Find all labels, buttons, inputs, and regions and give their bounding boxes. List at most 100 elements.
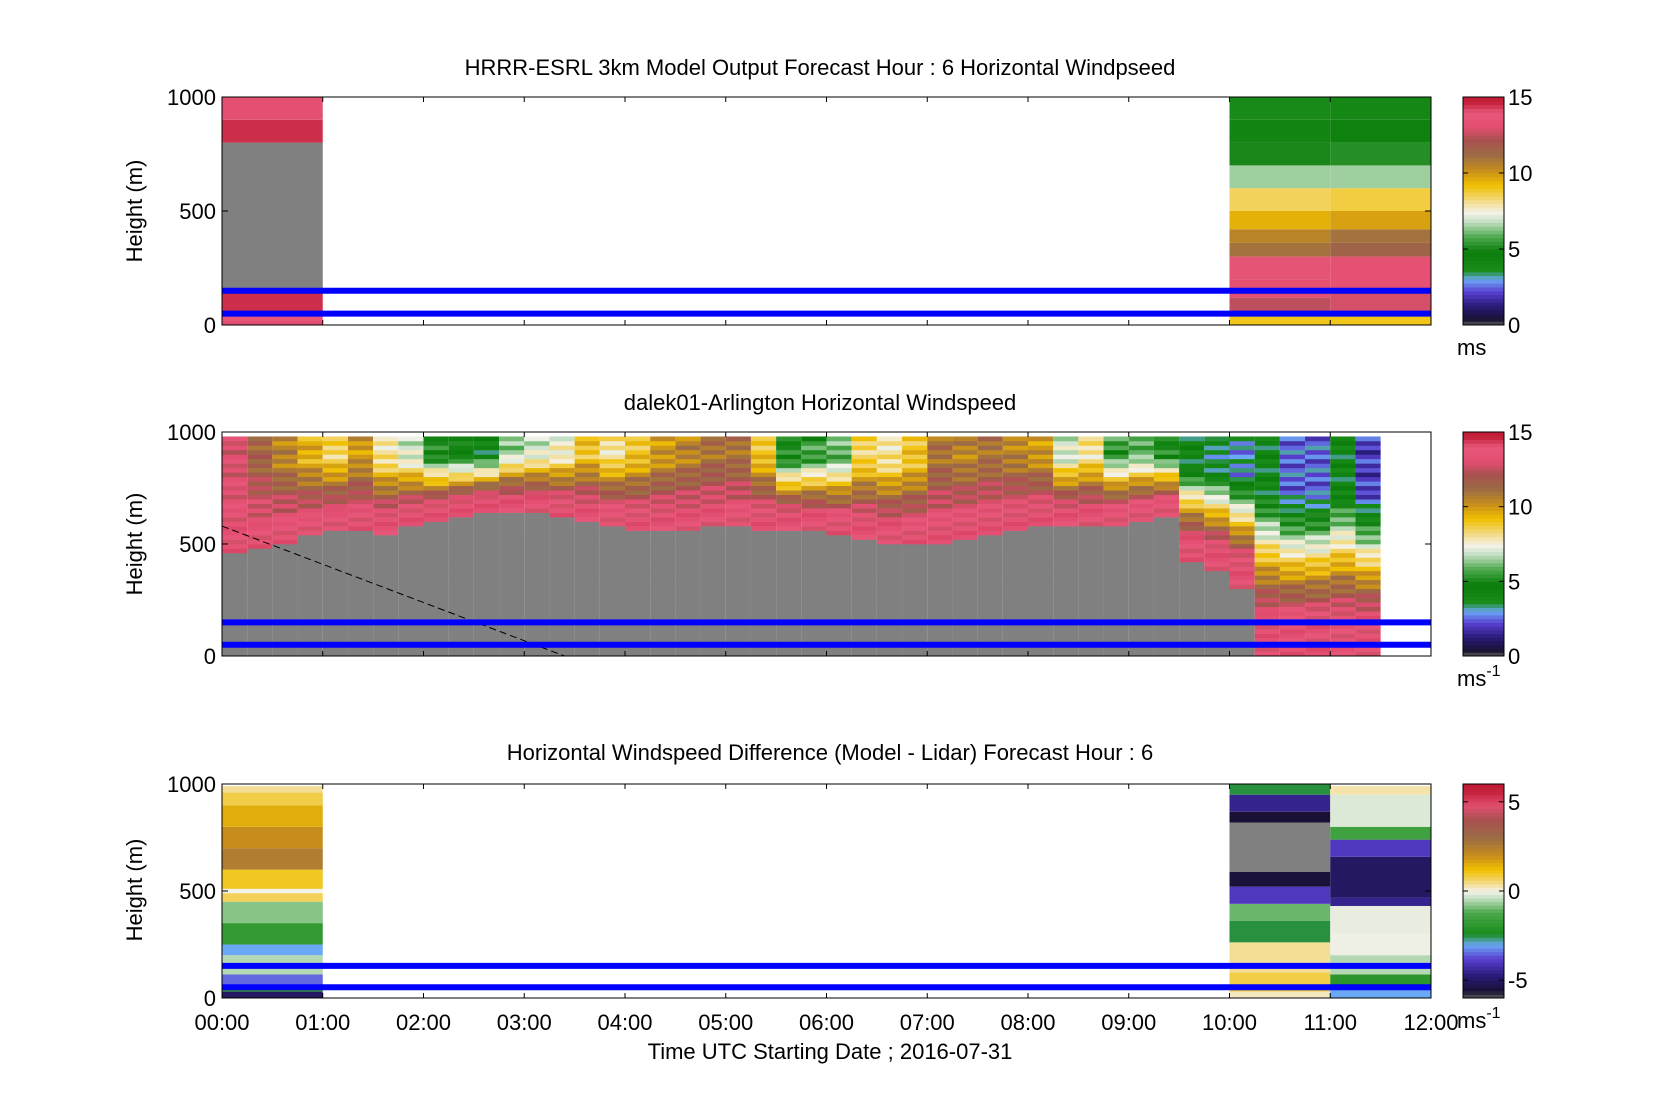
heatmap-cell	[650, 606, 676, 612]
heatmap-cell	[222, 991, 323, 998]
heatmap-cell	[650, 539, 676, 545]
heatmap-cell	[625, 512, 651, 518]
heatmap-cell	[1078, 535, 1104, 540]
heatmap-cell	[1254, 508, 1280, 513]
heatmap-cell	[1330, 242, 1431, 257]
colorbar-segment	[1463, 933, 1504, 938]
heatmap-cell	[1078, 476, 1104, 482]
heatmap-cell	[1053, 539, 1079, 545]
heatmap-cell	[977, 517, 1003, 522]
heatmap-cell	[952, 602, 978, 608]
heatmap-cell	[599, 611, 625, 616]
colorbar-segment	[1463, 480, 1504, 485]
heatmap-cell	[1229, 458, 1255, 464]
heatmap-cell	[549, 490, 575, 496]
heatmap-cell	[1229, 794, 1331, 812]
heatmap-cell	[750, 440, 777, 446]
heatmap-cell	[826, 535, 852, 540]
heatmap-cell	[574, 606, 600, 612]
heatmap-cell	[222, 142, 323, 294]
heatmap-cell	[1330, 933, 1431, 956]
heatmap-cell	[1305, 579, 1331, 585]
colorbar-segment	[1463, 245, 1504, 250]
heatmap-cell	[222, 615, 248, 621]
heatmap-cell	[675, 490, 701, 496]
heatmap-cell	[750, 485, 777, 491]
heatmap-cell	[499, 467, 525, 473]
heatmap-cell	[549, 593, 575, 599]
heatmap-cell	[725, 602, 751, 608]
heatmap-cell	[1053, 481, 1079, 487]
heatmap-cell	[1204, 579, 1230, 585]
heatmap-cell	[650, 544, 676, 549]
heatmap-cell	[297, 535, 323, 540]
heatmap-cell	[423, 521, 449, 527]
heatmap-cell	[1179, 530, 1205, 536]
heatmap-cell	[373, 467, 399, 473]
panel-2-title: dalek01-Arlington Horizontal Windspeed	[624, 390, 1017, 415]
heatmap-cell	[247, 615, 273, 621]
heatmap-cell	[977, 651, 1003, 657]
heatmap-cell	[1229, 211, 1331, 230]
heatmap-cell	[1028, 454, 1054, 460]
heatmap-cell	[1028, 458, 1054, 464]
heatmap-cell	[952, 476, 978, 482]
heatmap-cell	[499, 458, 525, 464]
colorbar-segment	[1463, 611, 1504, 616]
heatmap-cell	[398, 633, 424, 639]
heatmap-cell	[700, 539, 726, 545]
heatmap-cell	[423, 597, 449, 603]
heatmap-cell	[625, 566, 651, 572]
heatmap-cell	[1002, 449, 1028, 455]
heatmap-cell	[826, 615, 852, 621]
heatmap-cell	[675, 561, 701, 567]
heatmap-cell	[826, 485, 852, 491]
heatmap-cell	[700, 517, 726, 522]
heatmap-cell	[675, 611, 701, 616]
heatmap-cell	[952, 638, 978, 643]
heatmap-cell	[1053, 454, 1079, 460]
heatmap-cell	[1229, 584, 1255, 590]
heatmap-cell	[423, 588, 449, 594]
heatmap-cell	[1053, 552, 1079, 558]
heatmap-cell	[776, 647, 802, 652]
heatmap-cell	[1229, 165, 1331, 189]
heatmap-cell	[902, 530, 928, 536]
heatmap-cell	[700, 566, 726, 572]
heatmap-cell	[1330, 584, 1356, 590]
heatmap-cell	[1053, 647, 1079, 652]
colorbar-tick-label: 5	[1508, 237, 1520, 262]
heatmap-cell	[625, 647, 651, 652]
heatmap-cell	[650, 467, 676, 473]
heatmap-cell	[1028, 570, 1054, 576]
colorbar-segment	[1463, 551, 1504, 556]
heatmap-cell	[448, 588, 474, 594]
heatmap-cell	[448, 485, 474, 491]
heatmap-cell	[650, 521, 676, 527]
heatmap-cell	[776, 530, 802, 536]
heatmap-cell	[347, 629, 374, 634]
heatmap-cell	[473, 548, 500, 554]
heatmap-cell	[1279, 476, 1306, 482]
heatmap-cell	[675, 633, 701, 639]
heatmap-cell	[222, 463, 248, 469]
heatmap-cell	[1153, 472, 1180, 478]
colorbar-segment	[1463, 791, 1504, 796]
heatmap-cell	[1153, 476, 1180, 482]
heatmap-cell	[499, 440, 525, 446]
heatmap-cell	[1229, 472, 1255, 478]
heatmap-cell	[1002, 539, 1028, 545]
heatmap-cell	[725, 584, 751, 590]
heatmap-cell	[272, 579, 298, 585]
heatmap-cell	[398, 570, 424, 576]
heatmap-cell	[322, 629, 348, 634]
heatmap-cell	[1204, 629, 1230, 634]
colorbar-tick-label: 5	[1508, 790, 1520, 815]
heatmap-cell	[700, 472, 726, 478]
colorbar-segment	[1463, 940, 1504, 945]
heatmap-cell	[322, 463, 348, 469]
heatmap-cell	[398, 526, 424, 531]
heatmap-cell	[272, 561, 298, 567]
heatmap-cell	[1229, 535, 1255, 540]
heatmap-cell	[725, 521, 751, 527]
